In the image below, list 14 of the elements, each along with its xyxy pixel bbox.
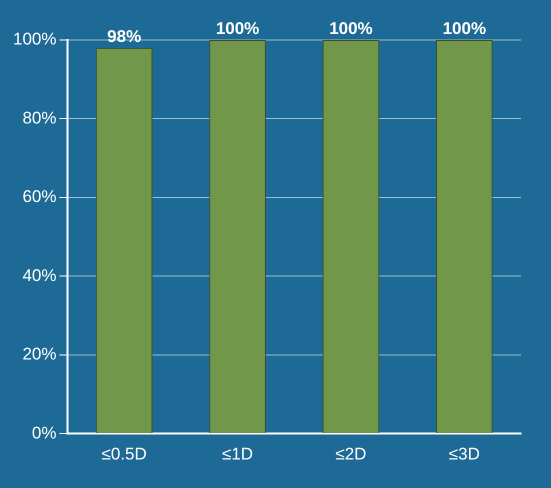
x-tick-label: ≤2D <box>335 444 366 464</box>
y-tick-label: 20% <box>22 344 56 364</box>
y-tick-label: 100% <box>12 30 56 49</box>
y-tick-label: 40% <box>22 266 56 285</box>
x-tick-label: ≤3D <box>448 444 480 464</box>
data-label: 100% <box>216 19 260 38</box>
x-tick-label: ≤1D <box>222 444 254 464</box>
data-label: 100% <box>442 19 486 38</box>
data-label: 100% <box>329 19 373 38</box>
y-tick-label: 60% <box>22 187 56 206</box>
data-label: 98% <box>107 27 142 46</box>
x-tick-label: ≤0.5D <box>102 444 147 464</box>
y-tick-label: 80% <box>22 108 56 128</box>
y-tick-label: 0% <box>32 423 56 442</box>
